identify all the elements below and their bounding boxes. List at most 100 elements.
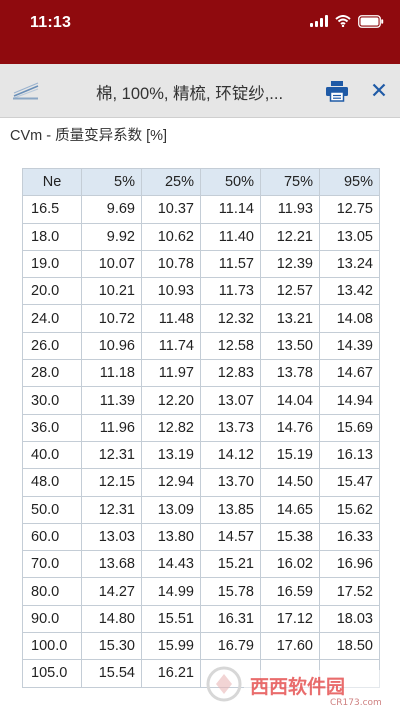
row-value-cell: 13.70 — [200, 468, 261, 497]
row-value-cell: 10.72 — [81, 304, 142, 333]
row-value-cell: 12.75 — [319, 195, 380, 224]
watermark-site: CR173.com — [330, 698, 382, 706]
close-button[interactable] — [367, 78, 391, 102]
row-value-cell: 14.99 — [141, 577, 201, 606]
watermark-brand: 西西软件园 — [250, 675, 345, 698]
row-ne-cell: 16.5 — [22, 195, 82, 224]
row-value-cell: 11.39 — [81, 386, 142, 415]
row-value-cell: 14.43 — [141, 550, 201, 579]
row-ne-cell: 100.0 — [22, 632, 82, 661]
row-value-cell: 16.21 — [141, 659, 201, 688]
row-value-cell: 11.18 — [81, 359, 142, 388]
status-time: 11:13 — [30, 14, 72, 31]
row-value-cell: 14.39 — [319, 331, 380, 361]
table-row: 50.0 12.31 13.09 13.85 14.65 15.62 — [22, 495, 380, 524]
row-value-cell: 14.12 — [200, 440, 261, 470]
row-value-cell: 16.02 — [260, 550, 320, 579]
row-value-cell: 16.79 — [200, 632, 261, 661]
header-p5: 5% — [81, 167, 142, 197]
row-value-cell: 17.52 — [319, 577, 380, 606]
row-value-cell: 12.82 — [141, 413, 201, 442]
row-value-cell: 12.31 — [81, 440, 142, 470]
table-row: 80.0 14.27 14.99 15.78 16.59 17.52 — [22, 577, 380, 606]
row-value-cell: 14.04 — [260, 386, 320, 415]
row-value-cell: 12.57 — [260, 277, 320, 306]
printer-icon[interactable] — [324, 80, 350, 102]
row-value-cell: 18.03 — [319, 604, 380, 634]
row-value-cell: 15.78 — [200, 577, 261, 606]
row-value-cell: 13.85 — [200, 495, 261, 524]
table-row: 28.0 11.18 11.97 12.83 13.78 14.67 — [22, 359, 380, 388]
row-value-cell: 13.80 — [141, 522, 201, 552]
battery-icon — [358, 14, 384, 28]
row-ne-cell: 105.0 — [22, 659, 82, 688]
row-value-cell: 15.62 — [319, 495, 380, 524]
row-value-cell: 14.27 — [81, 577, 142, 606]
cv-table: Ne 5% 25% 50% 75% 95% 16.5 9.69 10.37 11.14… — [22, 167, 380, 688]
table-row: 19.0 10.07 10.78 11.57 12.39 13.24 — [22, 249, 380, 279]
row-value-cell: 14.57 — [200, 522, 261, 552]
row-value-cell: 10.93 — [141, 277, 201, 306]
row-ne-cell: 40.0 — [22, 440, 82, 470]
table-row: 100.0 15.30 15.99 16.79 17.60 18.50 — [22, 632, 380, 661]
row-ne-cell: 30.0 — [22, 386, 82, 415]
row-value-cell: 16.59 — [260, 577, 320, 606]
row-value-cell: 15.99 — [141, 632, 201, 661]
row-value-cell: 10.07 — [81, 249, 142, 279]
row-value-cell: 15.21 — [200, 550, 261, 579]
row-value-cell: 11.97 — [141, 359, 201, 388]
row-value-cell: 16.13 — [319, 440, 380, 470]
row-ne-cell: 36.0 — [22, 413, 82, 442]
close-icon — [372, 83, 386, 97]
row-value-cell: 14.65 — [260, 495, 320, 524]
table-header-row: Ne 5% 25% 50% 75% 95% — [22, 167, 380, 197]
row-value-cell: 15.38 — [260, 522, 320, 552]
status-icons — [310, 14, 384, 28]
table-row: 36.0 11.96 12.82 13.73 14.76 15.69 — [22, 413, 380, 442]
row-value-cell: 15.47 — [319, 468, 380, 497]
row-value-cell: 13.09 — [141, 495, 201, 524]
row-value-cell: 16.33 — [319, 522, 380, 552]
row-value-cell: 9.92 — [81, 222, 142, 251]
row-value-cell: 14.80 — [81, 604, 142, 634]
row-value-cell: 10.37 — [141, 195, 201, 224]
row-value-cell: 15.54 — [81, 659, 142, 688]
row-value-cell: 11.40 — [200, 222, 261, 251]
row-value-cell: 11.93 — [260, 195, 320, 224]
row-value-cell: 11.96 — [81, 413, 142, 442]
row-value-cell: 14.94 — [319, 386, 380, 415]
row-value-cell: 11.74 — [141, 331, 201, 361]
row-value-cell: 13.42 — [319, 277, 380, 306]
row-value-cell: 11.57 — [200, 249, 261, 279]
row-value-cell: 11.73 — [200, 277, 261, 306]
toolbar: 棉, 100%, 精梳, 环锭纱,... — [0, 64, 400, 118]
row-value-cell: 12.83 — [200, 359, 261, 388]
row-ne-cell: 24.0 — [22, 304, 82, 333]
toolbar-title: 棉, 100%, 精梳, 环锭纱,... — [96, 85, 284, 103]
cv-table-wrapper: Ne 5% 25% 50% 75% 95% 16.5 9.69 10.37 11.14… — [22, 167, 380, 688]
header-p25: 25% — [141, 167, 201, 197]
table-row: 90.0 14.80 15.51 16.31 17.12 18.03 — [22, 604, 380, 634]
row-value-cell: 16.96 — [319, 550, 380, 579]
table-row: 18.0 9.92 10.62 11.40 12.21 13.05 — [22, 222, 380, 251]
row-value-cell: 10.96 — [81, 331, 142, 361]
row-value-cell: 10.78 — [141, 249, 201, 279]
cellular-signal-icon — [310, 15, 328, 27]
row-value-cell: 17.60 — [260, 632, 320, 661]
table-row: 24.0 10.72 11.48 12.32 13.21 14.08 — [22, 304, 380, 333]
row-value-cell: 14.76 — [260, 413, 320, 442]
row-ne-cell: 19.0 — [22, 249, 82, 279]
row-value-cell: 12.39 — [260, 249, 320, 279]
row-value-cell: 13.73 — [200, 413, 261, 442]
wifi-icon — [335, 15, 351, 27]
header-p95: 95% — [319, 167, 380, 197]
row-value-cell: 13.19 — [141, 440, 201, 470]
row-value-cell: 10.21 — [81, 277, 142, 306]
row-value-cell: 13.07 — [200, 386, 261, 415]
table-row: 60.0 13.03 13.80 14.57 15.38 16.33 — [22, 522, 380, 552]
row-value-cell: 14.67 — [319, 359, 380, 388]
header-p75: 75% — [260, 167, 320, 197]
table-row: 20.0 10.21 10.93 11.73 12.57 13.42 — [22, 277, 380, 306]
row-value-cell: 13.05 — [319, 222, 380, 251]
row-value-cell: 15.30 — [81, 632, 142, 661]
